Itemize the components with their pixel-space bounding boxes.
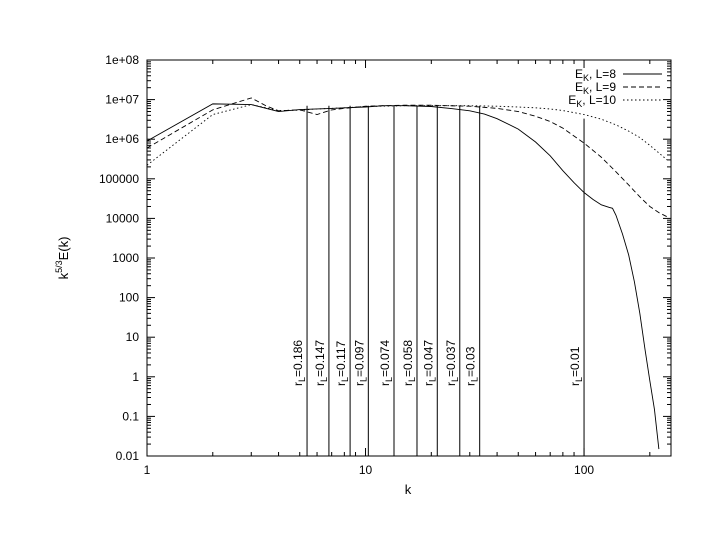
marker-label: rL=0.074 [378,340,394,386]
marker-label-rest: =0.058 [401,340,415,377]
marker-label-sub: L [319,377,329,382]
plot-frame [146,59,672,457]
legend-label-sub: K [583,86,589,96]
y-axis-title-sup: 5/3 [54,260,64,273]
marker-label-text: rL=0.186 [291,340,307,386]
y-tick-label: 1e+06 [105,132,139,146]
y-tick-label: 10000 [106,211,140,225]
marker-label-rest: =0.186 [291,340,305,377]
y-tick-label: 0.1 [122,409,139,423]
marker-label-base: r [568,382,582,386]
marker-label: rL=0.047 [421,340,437,386]
y-axis-title: k5/3E(k) [54,237,71,280]
marker-label-text: rL=0.117 [334,341,350,386]
legend-label: EK, L=9 [575,80,616,96]
marker-label-rest: =0.047 [421,340,435,377]
x-tick-label: 10 [359,463,373,477]
legend-label-base: E [575,80,583,94]
marker-label-text: rL=0.01 [568,346,584,386]
marker-label: rL=0.097 [352,340,368,386]
legend: EK, L=8EK, L=9EK, L=10 [568,67,662,109]
marker-label-text: rL=0.058 [401,340,417,386]
marker-label-sub: L [450,377,460,382]
marker-label-text: rL=0.097 [352,340,368,386]
y-tick-label: 1 [132,370,139,384]
marker-label-sub: L [574,377,584,382]
marker-label-sub: L [470,377,480,382]
x-tick-label: 100 [574,463,594,477]
marker-label-rest: =0.03 [464,346,478,377]
marker-label-sub: L [427,377,437,382]
y-tick-label: 100 [119,291,139,305]
legend-label: EK, L=8 [575,67,616,83]
marker-label-text: rL=0.074 [378,340,394,386]
legend-label-sub: K [583,73,589,83]
marker-label-text: rL=0.03 [464,346,480,386]
marker-label-rest: =0.01 [568,346,582,377]
legend-label: EK, L=10 [568,93,616,109]
y-tick-label: 100000 [99,172,139,186]
marker-label-sub: L [340,377,350,382]
marker-label-base: r [291,382,305,386]
y-tick-label: 10 [126,330,140,344]
marker-label-rest: =0.117 [334,341,348,377]
marker-label-sub: L [297,377,307,382]
marker-label-base: r [313,382,327,386]
marker-label-sub: L [407,377,417,382]
marker-label: rL=0.01 [568,346,584,386]
marker-label-rest: =0.037 [444,340,458,377]
legend-label-rest: , L=10 [582,93,616,107]
marker-label-rest: =0.074 [378,340,392,377]
x-tick-label: 1 [144,463,151,477]
marker-label-base: r [378,382,392,386]
marker-label-text: rL=0.047 [421,340,437,386]
series-layer [146,97,668,450]
y-tick-label: 1e+08 [105,53,139,67]
legend-label-sub: K [576,99,582,109]
marker-label: rL=0.03 [464,346,480,386]
marker-label-base: r [352,382,366,386]
marker-label: rL=0.058 [401,340,417,386]
wavenumber-markers: rL=0.186rL=0.147rL=0.117rL=0.097rL=0.074… [291,105,585,456]
legend-label-rest: , L=8 [589,67,616,81]
y-axis-title-rest: E(k) [56,237,71,261]
marker-label-rest: =0.147 [313,340,327,377]
series-line-2 [146,104,668,166]
y-tick-label: 1e+07 [105,93,139,107]
marker-label-base: r [421,382,435,386]
marker-label: rL=0.117 [334,341,350,386]
marker-label-base: r [464,382,478,386]
legend-label-base: E [568,93,576,107]
marker-label-sub: L [358,377,368,382]
legend-label-base: E [575,67,583,81]
marker-label-base: r [401,382,415,386]
marker-label: rL=0.147 [313,340,329,386]
y-axis: 0.01 0.1 1 10 100 1000 10000 100000 1e+06 1e+07 1e… [99,53,671,463]
marker-label-base: r [334,382,348,386]
x-axis: 1 10 100 [144,60,651,477]
y-axis-title-base: k [56,272,71,279]
marker-label-text: rL=0.147 [313,340,329,386]
marker-label-base: r [444,382,458,386]
legend-label-rest: , L=9 [589,80,616,94]
marker-label: rL=0.037 [444,340,460,386]
series-line-1 [146,97,668,218]
series-line-0 [146,103,660,450]
marker-label-text: rL=0.037 [444,340,460,386]
y-tick-label: 1000 [112,251,139,265]
plot-border [146,59,672,457]
x-axis-title: k [405,482,412,497]
marker-label-sub: L [384,377,394,382]
y-tick-label: 0.01 [116,449,140,463]
marker-label: rL=0.186 [291,340,307,386]
marker-label-rest: =0.097 [352,340,366,377]
